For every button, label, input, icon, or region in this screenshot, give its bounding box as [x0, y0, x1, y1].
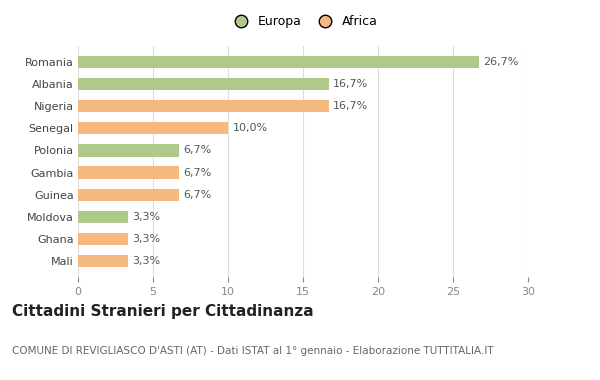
- Bar: [78, 144, 179, 157]
- Text: 6,7%: 6,7%: [183, 146, 211, 155]
- Bar: [78, 255, 128, 267]
- Text: Cittadini Stranieri per Cittadinanza: Cittadini Stranieri per Cittadinanza: [12, 304, 314, 319]
- Text: COMUNE DI REVIGLIASCO D'ASTI (AT) - Dati ISTAT al 1° gennaio - Elaborazione TUTT: COMUNE DI REVIGLIASCO D'ASTI (AT) - Dati…: [12, 346, 494, 356]
- Bar: [78, 122, 228, 135]
- Text: 26,7%: 26,7%: [483, 57, 518, 67]
- Bar: [78, 233, 128, 245]
- Bar: [78, 56, 479, 68]
- Bar: [78, 100, 329, 112]
- Bar: [78, 78, 329, 90]
- Bar: [78, 166, 179, 179]
- Text: 10,0%: 10,0%: [233, 124, 268, 133]
- Bar: [78, 211, 128, 223]
- Text: 3,3%: 3,3%: [132, 256, 160, 266]
- Legend: Europa, Africa: Europa, Africa: [223, 10, 383, 33]
- Text: 6,7%: 6,7%: [183, 168, 211, 177]
- Text: 16,7%: 16,7%: [333, 79, 368, 89]
- Text: 6,7%: 6,7%: [183, 190, 211, 200]
- Text: 3,3%: 3,3%: [132, 234, 160, 244]
- Bar: [78, 188, 179, 201]
- Text: 16,7%: 16,7%: [333, 101, 368, 111]
- Text: 3,3%: 3,3%: [132, 212, 160, 222]
